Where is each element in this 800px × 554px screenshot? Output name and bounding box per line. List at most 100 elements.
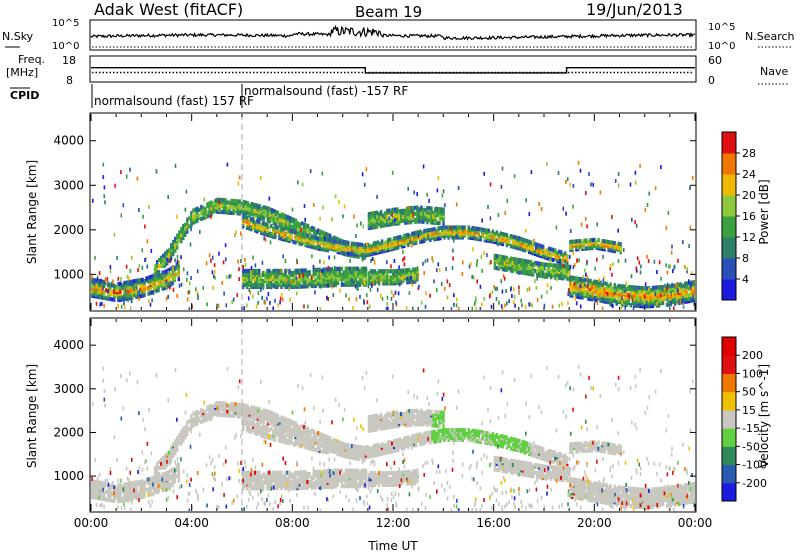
power-cell	[677, 288, 681, 293]
power-speckle	[584, 268, 586, 273]
power-speckle	[131, 296, 134, 301]
power-cell	[325, 234, 328, 239]
power-cell	[268, 225, 271, 230]
power-cell	[679, 288, 683, 293]
power-cell	[542, 272, 545, 277]
power-cell	[256, 268, 259, 273]
power-cell	[264, 272, 267, 277]
power-cell	[571, 239, 574, 244]
velocity-cell	[103, 481, 106, 486]
power-speckle	[682, 240, 684, 245]
power-speckle	[611, 214, 613, 219]
velocity-cell	[111, 490, 114, 495]
nsearch-label: N.Search	[745, 30, 795, 43]
cpid-segment-2: normalsound (fast) -157 RF	[244, 84, 408, 98]
power-speckle	[144, 224, 146, 229]
power-cell	[346, 270, 350, 275]
power-speckle	[672, 269, 674, 274]
power-cell	[501, 255, 505, 260]
power-cell	[336, 243, 339, 249]
velocity-cell	[300, 434, 304, 439]
power-speckle	[313, 203, 315, 207]
power-cell	[585, 246, 588, 251]
power-speckle	[304, 217, 306, 222]
power-speckle	[296, 291, 298, 296]
power-speckle	[94, 255, 96, 260]
power-speckle	[686, 269, 688, 274]
power-cell	[417, 230, 420, 235]
power-speckle	[138, 296, 140, 301]
power-cell	[284, 214, 288, 219]
power-cell	[404, 208, 407, 213]
power-speckle	[196, 269, 199, 274]
power-cell	[324, 271, 327, 276]
power-cell	[495, 230, 499, 235]
velocity-cell	[143, 480, 146, 485]
power-cell	[653, 295, 657, 300]
power-speckle	[327, 283, 329, 288]
power-speckle	[544, 266, 546, 271]
power-cell	[421, 239, 424, 244]
nave-label: Nave	[760, 65, 788, 78]
power-speckle	[617, 259, 620, 264]
velocity-cell	[280, 427, 284, 432]
power-cell	[262, 270, 265, 275]
power-speckle	[91, 275, 93, 280]
power-speckle	[452, 238, 455, 243]
velocity-cell	[157, 465, 161, 470]
power-speckle	[391, 170, 394, 175]
power-cell	[157, 288, 160, 293]
power-speckle	[504, 303, 506, 308]
power-speckle	[432, 258, 434, 263]
power-speckle	[607, 292, 609, 297]
power-speckle	[172, 266, 174, 271]
power-cell	[399, 234, 402, 240]
power-speckle	[412, 306, 414, 310]
power-speckle	[105, 281, 107, 286]
power-speckle	[186, 277, 188, 282]
power-speckle	[120, 277, 122, 282]
velocity-cell	[129, 481, 132, 486]
power-cell	[523, 259, 527, 264]
power-speckle	[392, 293, 395, 298]
velocity-cell	[361, 457, 364, 462]
power-cell	[495, 254, 499, 259]
power-cell	[523, 238, 527, 243]
power-cell	[434, 206, 437, 211]
power-speckle	[398, 265, 400, 270]
velocity-cell	[282, 416, 286, 421]
velocity-cell	[160, 465, 163, 470]
velocity-cell	[113, 491, 116, 496]
power-speckle	[615, 294, 617, 299]
power-cell	[171, 281, 174, 286]
power-cell	[260, 206, 263, 211]
power-cell	[119, 281, 122, 286]
power-cell	[171, 275, 174, 280]
power-speckle	[334, 194, 337, 199]
velocity-cell	[147, 487, 150, 492]
power-speckle	[216, 303, 218, 308]
power-speckle	[107, 289, 109, 293]
power-speckle	[596, 222, 598, 227]
power-speckle	[381, 279, 383, 284]
power-speckle	[280, 292, 283, 297]
power-cell	[292, 229, 295, 234]
power-speckle	[96, 283, 98, 288]
power-speckle	[107, 281, 110, 286]
power-speckle	[418, 284, 420, 289]
power-cell	[438, 207, 441, 212]
velocity-cell	[216, 408, 219, 413]
y-tick-label: 4000	[53, 134, 84, 148]
power-cell	[683, 297, 687, 302]
power-cell	[566, 253, 569, 259]
power-cell	[430, 214, 433, 219]
power-cell	[521, 270, 525, 275]
power-speckle	[103, 303, 105, 308]
power-cell	[312, 271, 315, 277]
power-cell	[262, 278, 265, 283]
velocity-cell	[264, 408, 268, 413]
power-cell	[412, 209, 415, 215]
velocity-cell	[254, 423, 257, 428]
power-speckle	[513, 287, 515, 292]
